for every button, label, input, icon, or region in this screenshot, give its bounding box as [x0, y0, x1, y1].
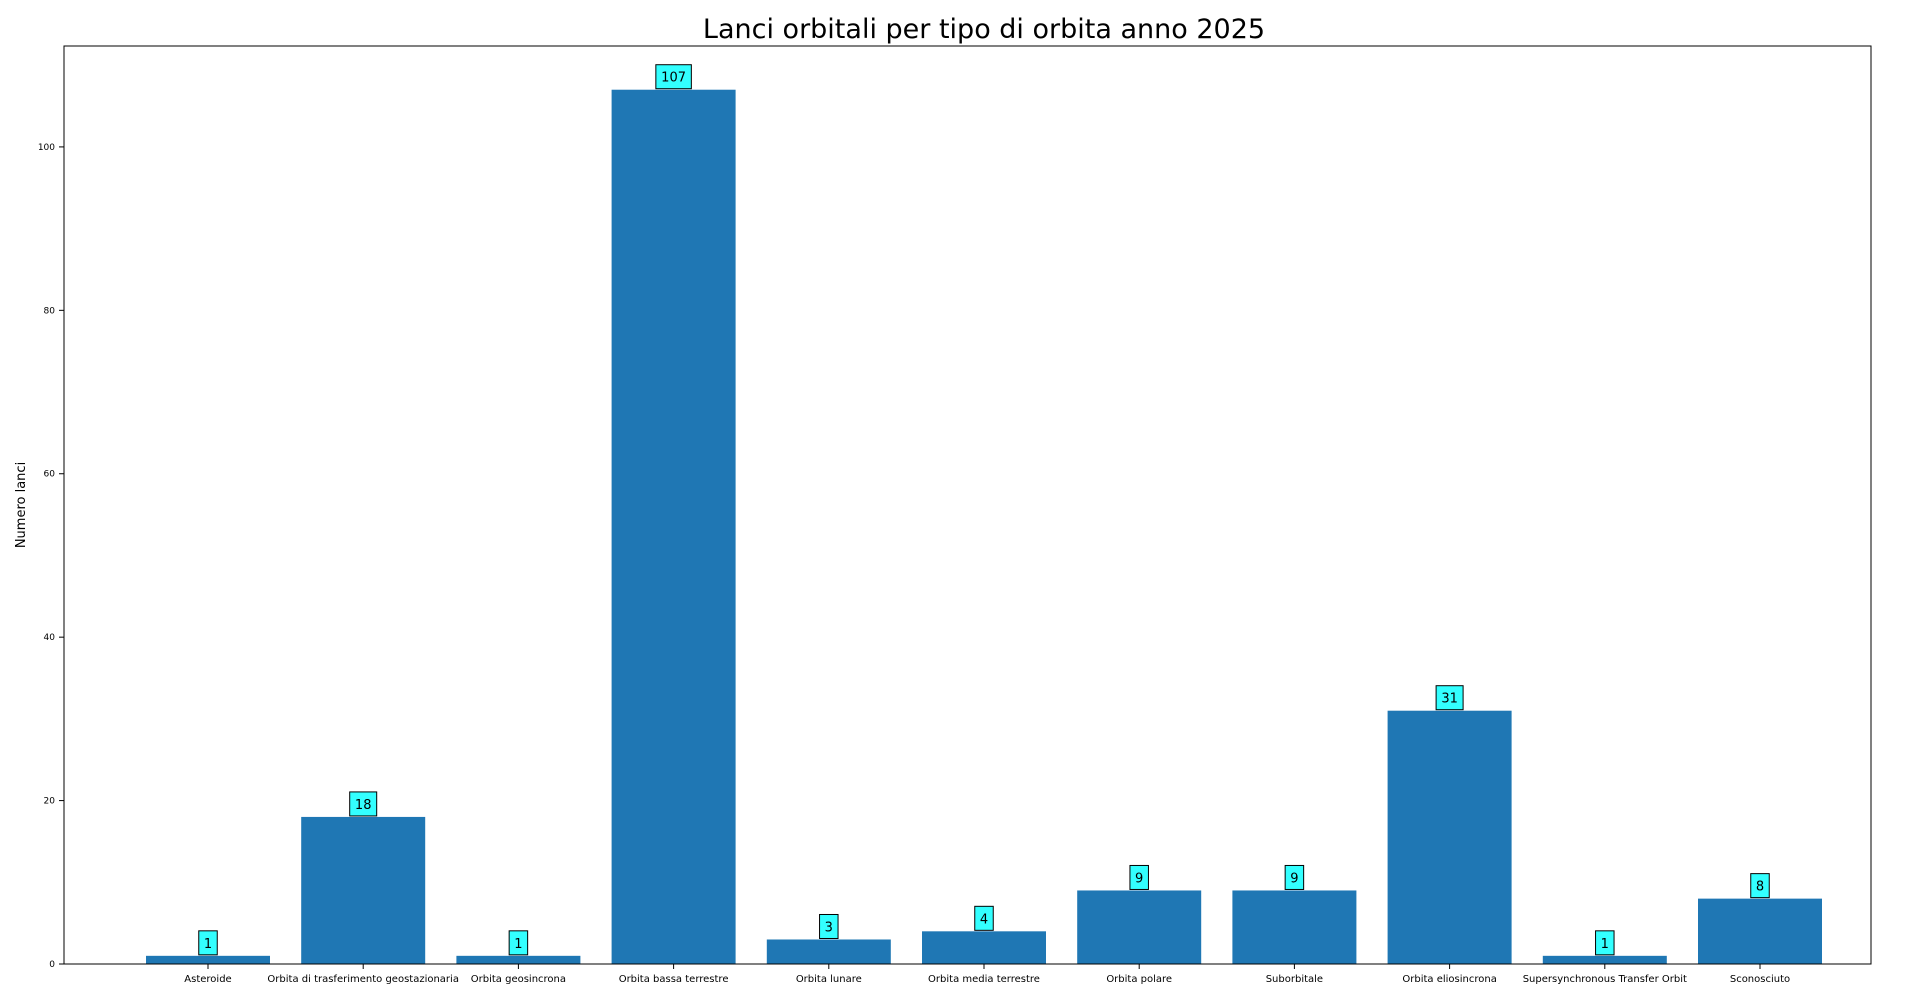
data-label-box: [1435, 685, 1464, 711]
data-label: 31: [1441, 692, 1458, 707]
axes-frame: [63, 45, 1872, 965]
x-tick-label: Orbita media terrestre: [928, 974, 1040, 985]
data-label-box: [1595, 930, 1615, 956]
data-label-box: [198, 930, 218, 956]
data-label: 1: [514, 937, 522, 952]
x-tick-label: Orbita lunare: [796, 974, 862, 985]
data-label: 107: [661, 71, 686, 86]
x-tick-label: Orbita eliosincrona: [1402, 974, 1496, 985]
data-label: 9: [1290, 871, 1298, 886]
data-label-box: [819, 913, 839, 939]
data-label-box: [1129, 864, 1149, 890]
data-label-box: [974, 905, 994, 931]
y-tick-label: 20: [44, 797, 56, 807]
data-label: 1: [204, 937, 212, 952]
y-tick-label: 100: [38, 143, 55, 153]
bar: [766, 939, 891, 964]
x-tick-label: Orbita di trasferimento geostazionaria: [267, 974, 459, 985]
bar: [611, 89, 736, 964]
data-label: 3: [825, 920, 833, 935]
x-tick-label: Orbita polare: [1106, 974, 1172, 985]
chart-title: Lanci orbitali per tipo di orbita anno 2…: [703, 14, 1265, 45]
bar: [301, 816, 426, 964]
plot-area: 0 20 40 60 80 100 Asteroide 1 Orbita di trasferi…: [38, 64, 1822, 985]
data-label-box: [508, 930, 529, 956]
data-label-box: [655, 64, 692, 90]
bar: [1232, 890, 1357, 964]
data-label: 8: [1756, 880, 1764, 895]
data-label-box: [349, 791, 378, 817]
x-tick-label: Asteroide: [184, 974, 231, 985]
data-label: 18: [355, 798, 372, 813]
x-tick-label: Sconosciuto: [1730, 974, 1790, 985]
data-label-box: [1750, 873, 1770, 899]
data-label: 9: [1135, 871, 1143, 886]
bar: [456, 955, 581, 964]
y-tick-label: 80: [44, 306, 56, 316]
x-tick-label: Suborbitale: [1266, 974, 1323, 985]
bar: [1387, 710, 1512, 964]
data-label-box: [1284, 864, 1305, 890]
data-label: 1: [1601, 937, 1609, 952]
y-tick-label: 40: [44, 633, 56, 643]
bar: [1077, 890, 1202, 964]
x-tick-label: Supersynchronous Transfer Orbit: [1523, 974, 1687, 985]
y-tick-label: 60: [44, 470, 56, 480]
bar: [1542, 955, 1667, 964]
bar: [146, 955, 270, 964]
y-tick-label: 0: [49, 960, 55, 970]
bar: [922, 931, 1046, 964]
x-tick-label: Orbita geosincrona: [471, 974, 566, 985]
data-label: 4: [980, 912, 988, 927]
bar: [1698, 898, 1822, 964]
y-axis-label: Numero lanci: [14, 462, 29, 548]
x-tick-label: Orbita bassa terrestre: [619, 974, 729, 985]
